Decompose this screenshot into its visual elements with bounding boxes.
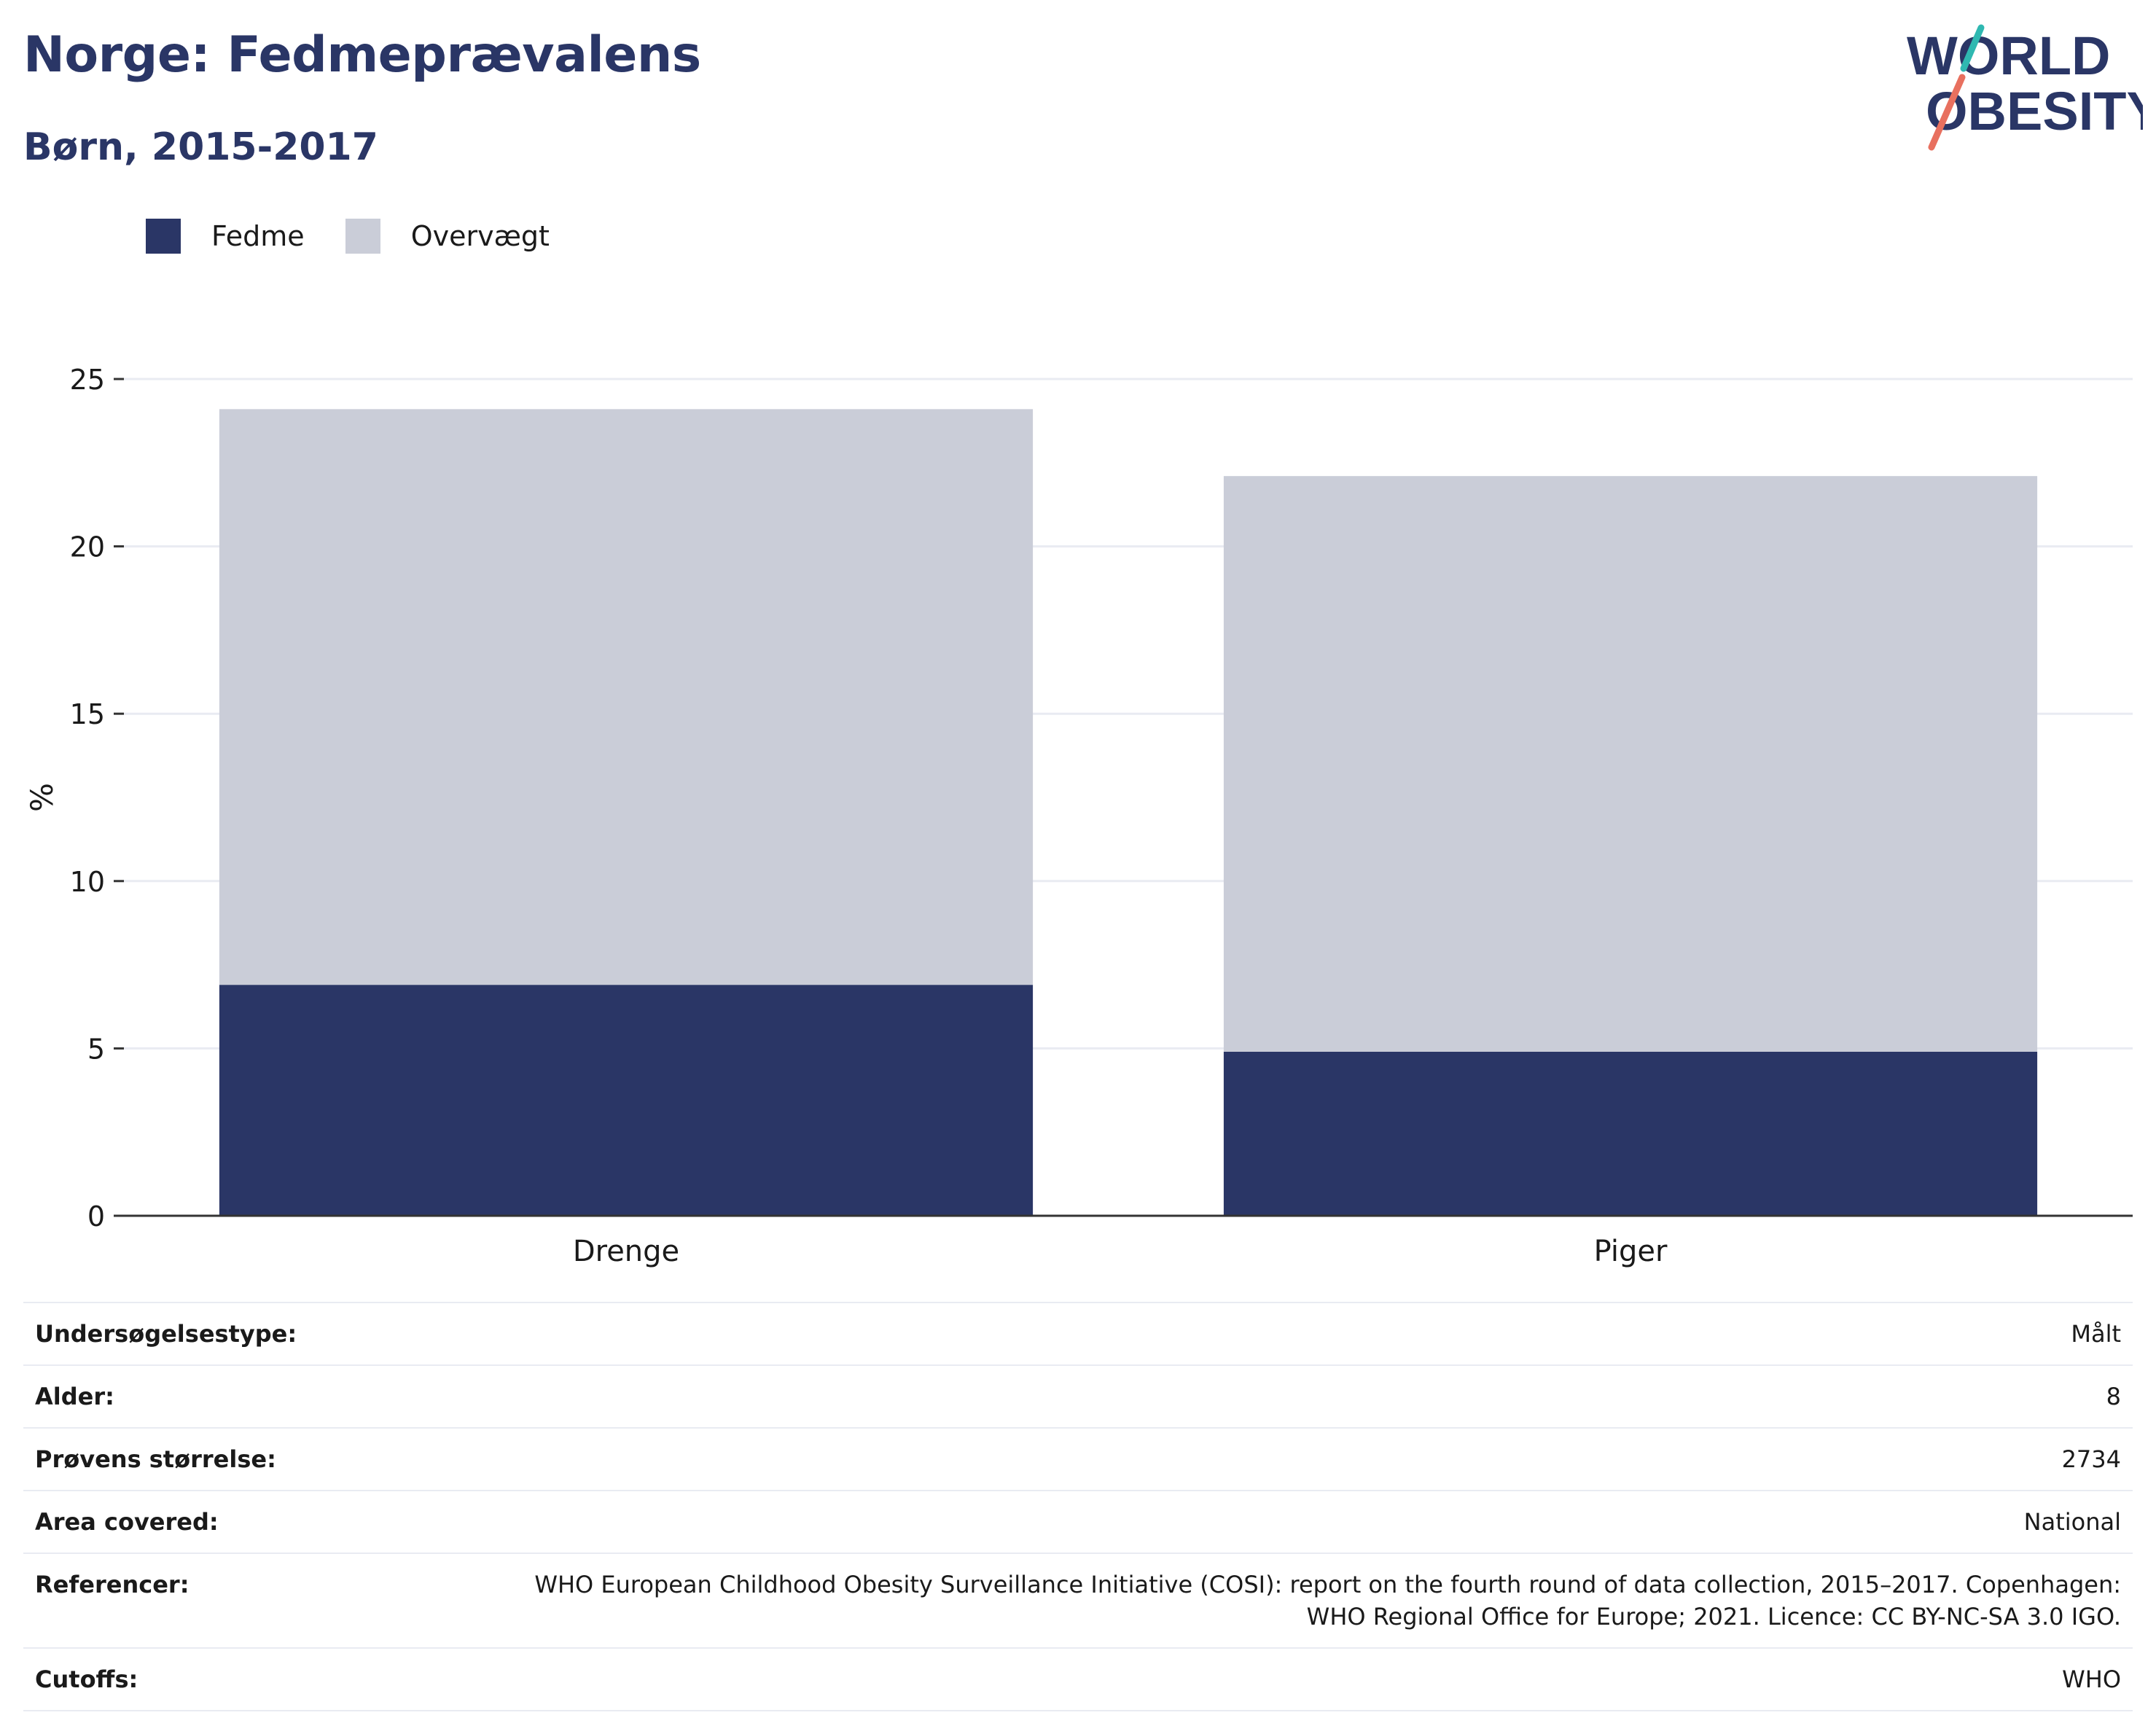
logo-slash-teal (1960, 24, 1985, 72)
legend-swatch-fedme (146, 219, 181, 254)
bar-fedme-piger (1223, 1051, 2038, 1216)
y-tick-label-5: 5 (87, 1033, 105, 1065)
legend-item-fedme[interactable]: Fedme (146, 219, 305, 254)
info-row: Alder: 8 (23, 1365, 2133, 1428)
world-obesity-logo: WORLD OBESITY (1907, 24, 2143, 151)
info-value: Målt (340, 1303, 2133, 1365)
info-value: WHO European Childhood Obesity Surveilla… (340, 1553, 2133, 1648)
info-row: Undersøgelsestype: Målt (23, 1303, 2133, 1365)
bar-overv-gt-piger (1223, 476, 2038, 1052)
info-label: Alder: (35, 1383, 114, 1410)
legend-swatch-overvaegt (345, 219, 380, 254)
info-value-line: WHO (2062, 1665, 2121, 1693)
y-tick-label-10: 10 (70, 866, 105, 898)
info-row: Area covered: National (23, 1491, 2133, 1553)
info-value: 2734 (340, 1428, 2133, 1491)
y-tick-label-0: 0 (87, 1200, 105, 1233)
info-label: Area covered: (35, 1508, 219, 1536)
logo-text-obesity: OBESITY (1926, 81, 2143, 141)
info-row: Cutoffs: WHO (23, 1648, 2133, 1711)
info-value-line: 2734 (2061, 1445, 2121, 1473)
y-tick-label-20: 20 (70, 531, 105, 563)
logo-slash-coral (1928, 74, 1966, 151)
info-value-line: Målt (2071, 1320, 2121, 1348)
page-subtitle: Børn, 2015-2017 (23, 125, 378, 169)
legend-label-overvaegt: Overvægt (410, 220, 550, 252)
legend-label-fedme: Fedme (211, 220, 305, 252)
info-value-line: WHO European Childhood Obesity Surveilla… (534, 1571, 2121, 1598)
info-value-line: WHO Regional Office for Europe; 2021. Li… (1306, 1603, 2121, 1630)
info-label: Undersøgelsestype: (35, 1320, 297, 1348)
info-label: Referencer: (35, 1571, 190, 1598)
info-value-line: 8 (2106, 1383, 2121, 1410)
info-label: Cutoffs: (35, 1665, 138, 1693)
info-row: Referencer: WHO European Childhood Obesit… (23, 1553, 2133, 1648)
bar-fedme-drenge (219, 985, 1034, 1216)
info-label: Prøvens størrelse: (35, 1445, 276, 1473)
page-title: Norge: Fedmeprævalens (23, 26, 701, 84)
legend-item-overvaegt[interactable]: Overvægt (345, 219, 550, 254)
stacked-bar-chart: 0 5 10 15 20 25% Drenge Piger (24, 364, 2133, 1268)
legend: Fedme Overvægt (146, 216, 590, 257)
logo-text-world: WORLD (1907, 26, 2111, 86)
info-table: Undersøgelsestype: Målt Alder: 8 Prøvens stø… (23, 1302, 2133, 1711)
info-value-line: National (2023, 1508, 2121, 1536)
x-tick-label-drenge: Drenge (573, 1235, 679, 1268)
y-tick-label-25: 25 (70, 364, 105, 396)
x-tick-label-piger: Piger (1594, 1235, 1668, 1268)
y-tick-label-15: 15 (70, 698, 105, 730)
y-axis-label: % (24, 783, 60, 812)
info-value: National (340, 1491, 2133, 1553)
info-row: Prøvens størrelse: 2734 (23, 1428, 2133, 1491)
info-value: WHO (340, 1648, 2133, 1711)
bar-overv-gt-drenge (219, 409, 1034, 985)
info-value: 8 (340, 1365, 2133, 1428)
